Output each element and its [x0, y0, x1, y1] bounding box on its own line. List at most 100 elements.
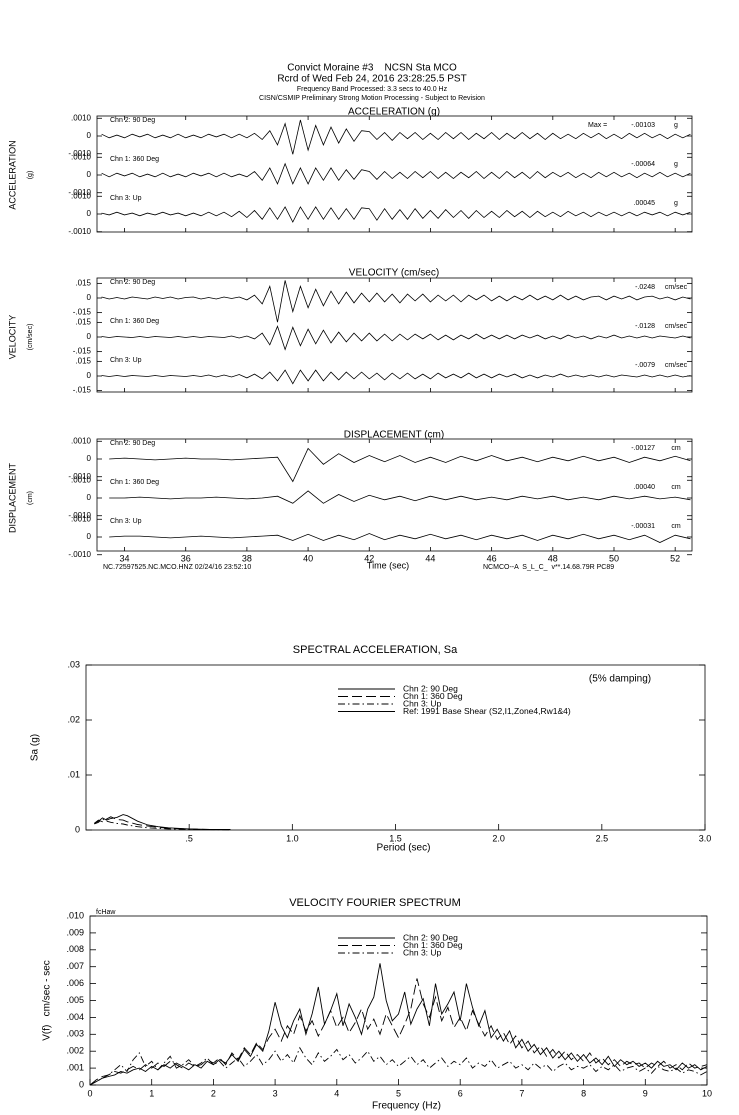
peak-value: -.00103 — [631, 122, 655, 129]
panel-title: ACCELERATION (g) — [348, 107, 440, 118]
y-tick-label: 0 — [87, 209, 92, 218]
legend-label: Ref: 1991 Base Shear (S2,I1,Zone4,Rw1&4) — [403, 706, 571, 716]
peak-unit: cm/sec — [665, 284, 688, 291]
y-tick-label: .001 — [66, 1062, 84, 1072]
peak-value: .00045 — [634, 200, 656, 207]
x-tick-label: 7 — [519, 1088, 524, 1098]
y-tick-label: .015 — [75, 356, 91, 365]
x-tick-label: 48 — [548, 553, 558, 563]
y-tick-label: .003 — [66, 1029, 84, 1039]
peak-value: -.0248 — [635, 284, 655, 291]
x-tick-label: 40 — [303, 553, 313, 563]
channel-label: Chn 3: Up — [110, 357, 142, 364]
x-tick-label: 3 — [273, 1088, 278, 1098]
header-record: Rcrd of Wed Feb 24, 2016 23:28:25.5 PST — [277, 74, 466, 85]
x-tick-label: 2.5 — [596, 833, 609, 843]
x-axis-label: Frequency (Hz) — [372, 1101, 441, 1112]
peak-unit: g — [674, 161, 678, 168]
series-line — [89, 963, 708, 1086]
x-tick-label: 0 — [87, 1088, 92, 1098]
y-tick-label: 0 — [87, 332, 92, 341]
chart-title: SPECTRAL ACCELERATION, Sa — [293, 644, 458, 656]
y-tick-label: .03 — [67, 659, 80, 669]
y-tick-label: .0010 — [71, 113, 92, 122]
header-note: CISN/CSMIP Preliminary Strong Motion Pro… — [259, 95, 485, 102]
y-tick-label: .0010 — [71, 475, 92, 484]
peak-prefix: Max = — [588, 122, 607, 129]
y-tick-label: .015 — [75, 317, 91, 326]
x-tick-label: 8 — [581, 1088, 586, 1098]
y-tick-label: 0 — [87, 371, 92, 380]
series-line — [94, 818, 231, 831]
channel-label: Chn 3: Up — [110, 518, 142, 525]
x-axis-label: Period (sec) — [377, 843, 431, 854]
x-tick-label: 50 — [609, 553, 619, 563]
y-tick-label: 0 — [87, 131, 92, 140]
legend-label: Chn 2: 90 Deg — [403, 932, 458, 942]
peak-unit: cm — [671, 484, 681, 491]
channel-label: Chn 1: 360 Deg — [110, 318, 159, 325]
y-tick-label: .007 — [66, 961, 84, 971]
peak-value: -.0079 — [635, 362, 655, 369]
x-tick-label: 44 — [425, 553, 435, 563]
chart-title: VELOCITY FOURIER SPECTRUM — [289, 897, 461, 909]
y-tick-label: .009 — [66, 927, 84, 937]
channel-label: Chn 2: 90 Deg — [110, 279, 155, 286]
y-tick-label: .006 — [66, 978, 84, 988]
x-tick-label: 6 — [458, 1088, 463, 1098]
peak-unit: cm/sec — [665, 323, 688, 330]
y-tick-label: 0 — [75, 824, 80, 834]
y-tick-label: .008 — [66, 944, 84, 954]
x-tick-label: 52 — [670, 553, 680, 563]
footer-right: NCMCO--A S_L_C_ v**.14.68.79R PC89 — [483, 564, 614, 571]
trace — [109, 447, 691, 483]
y-tick-label: .002 — [66, 1046, 84, 1056]
y-tick-label: -.0010 — [68, 511, 91, 520]
trace — [101, 280, 691, 323]
channel-label: Chn 3: Up — [110, 195, 142, 202]
x-tick-label: 1 — [149, 1088, 154, 1098]
channel-label: Chn 1: 360 Deg — [110, 156, 159, 163]
legend-label: Chn 3: Up — [403, 698, 442, 708]
y-axis-label: V(f) cm/sec - sec — [42, 960, 53, 1041]
plot-frame — [96, 277, 693, 393]
y-axis-unit: (cm/sec) — [27, 324, 34, 351]
panel-title: DISPLACEMENT (cm) — [344, 430, 444, 441]
peak-value: -.00064 — [631, 161, 655, 168]
y-tick-label: -.015 — [73, 308, 92, 317]
trace — [101, 325, 691, 351]
x-tick-label: 1.5 — [389, 833, 402, 843]
peak-unit: g — [674, 200, 678, 207]
y-tick-label: .010 — [66, 910, 84, 920]
y-tick-label: 0 — [87, 532, 92, 541]
x-tick-label: 2 — [211, 1088, 216, 1098]
y-tick-label: .005 — [66, 995, 84, 1005]
y-tick-label: 0 — [87, 170, 92, 179]
peak-value: -.00127 — [631, 445, 655, 452]
y-tick-label: .0010 — [71, 152, 92, 161]
peak-unit: cm/sec — [665, 362, 688, 369]
legend-label: Chn 2: 90 Deg — [403, 683, 458, 693]
y-tick-label: -.0010 — [68, 188, 91, 197]
trace — [101, 369, 691, 385]
y-tick-label: -.0010 — [68, 227, 91, 236]
x-tick-label: 5 — [396, 1088, 401, 1098]
peak-unit: g — [674, 122, 678, 129]
y-axis-label: VELOCITY — [7, 315, 17, 360]
y-axis-unit: (cm) — [27, 491, 34, 505]
y-tick-label: 0 — [87, 293, 92, 302]
trace — [101, 119, 691, 155]
x-tick-label: 36 — [181, 553, 191, 563]
peak-unit: cm — [671, 523, 681, 530]
peak-unit: cm — [671, 445, 681, 452]
trace — [109, 533, 691, 543]
y-tick-label: .0010 — [71, 514, 92, 523]
trace — [101, 206, 691, 223]
legend-label: Chn 1: 360 Deg — [403, 940, 463, 950]
peak-value: -.00031 — [631, 523, 655, 530]
y-tick-label: -.0010 — [68, 550, 91, 559]
y-tick-label: .0010 — [71, 436, 92, 445]
annotation: (5% damping) — [589, 674, 651, 685]
